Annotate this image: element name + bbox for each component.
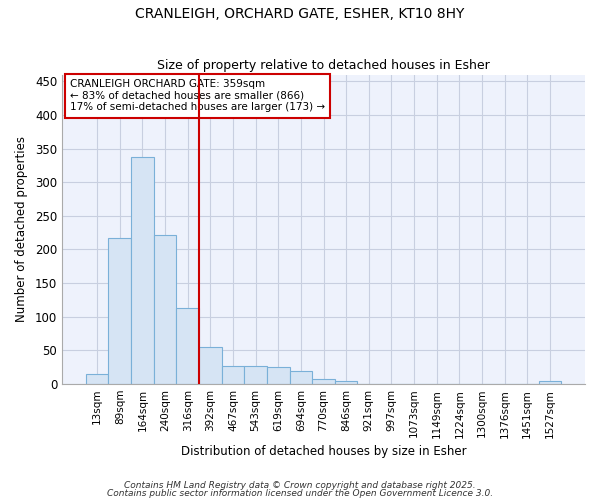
Bar [154, 234, 176, 384]
Bar [267, 367, 290, 384]
Bar [199, 347, 221, 384]
X-axis label: Distribution of detached houses by size in Esher: Distribution of detached houses by size … [181, 444, 466, 458]
Y-axis label: Number of detached properties: Number of detached properties [15, 136, 28, 322]
Title: Size of property relative to detached houses in Esher: Size of property relative to detached ho… [157, 59, 490, 72]
Text: Contains public sector information licensed under the Open Government Licence 3.: Contains public sector information licen… [107, 488, 493, 498]
Bar [244, 366, 267, 384]
Bar [176, 308, 199, 384]
Bar [335, 380, 358, 384]
Bar [131, 156, 154, 384]
Bar [539, 382, 561, 384]
Text: Contains HM Land Registry data © Crown copyright and database right 2025.: Contains HM Land Registry data © Crown c… [124, 481, 476, 490]
Text: CRANLEIGH ORCHARD GATE: 359sqm
← 83% of detached houses are smaller (866)
17% of: CRANLEIGH ORCHARD GATE: 359sqm ← 83% of … [70, 79, 325, 112]
Text: CRANLEIGH, ORCHARD GATE, ESHER, KT10 8HY: CRANLEIGH, ORCHARD GATE, ESHER, KT10 8HY [136, 8, 464, 22]
Bar [290, 371, 312, 384]
Bar [221, 366, 244, 384]
Bar [312, 378, 335, 384]
Bar [86, 374, 109, 384]
Bar [109, 238, 131, 384]
